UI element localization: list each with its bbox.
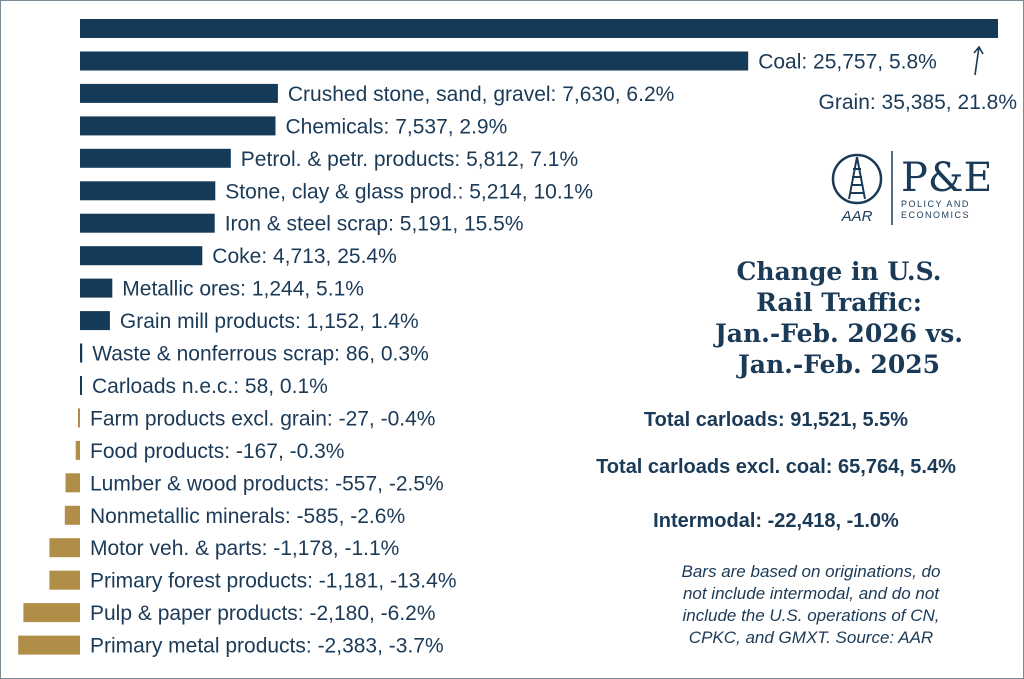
bar-crushed-stone-sand-gravel	[80, 83, 278, 103]
bar-label-farm-products-excl-grain: Farm products excl. grain: -27, -0.4%	[90, 407, 435, 430]
bar-carloads-n-e-c	[80, 376, 82, 395]
bar-label-metallic-ores: Metallic ores: 1,244, 5.1%	[122, 278, 364, 301]
bar-label-food-products: Food products: -167, -0.3%	[90, 440, 344, 463]
bar-primary-forest-products	[49, 570, 80, 590]
chart-title: Change in U.S. Rail Traffic: Jan.-Feb. 2…	[669, 256, 1009, 380]
bar-metallic-ores	[80, 278, 113, 298]
bar-chemicals	[80, 116, 276, 136]
aar-pe-logo: AAR P&E POLICY AND ECONOMICS	[831, 151, 989, 225]
total-carloads-excl-coal: Total carloads excl. coal: 65,764, 5.4%	[596, 456, 956, 478]
bar-grain-mill-products	[80, 311, 110, 331]
bar-food-products	[75, 440, 80, 460]
source-note-line3: include the U.S. operations of CN,	[682, 606, 940, 625]
bar-iron-steel-scrap	[80, 213, 215, 233]
bar-stone-clay-glass-prod	[80, 181, 216, 201]
bar-petrol-petr-products	[80, 148, 231, 168]
bar-label-crushed-stone-sand-gravel: Crushed stone, sand, gravel: 7,630, 6.2%	[288, 83, 674, 106]
chart-title-line4: Jan.-Feb. 2025	[737, 350, 941, 379]
chart-title-line2: Rail Traffic:	[756, 288, 922, 317]
bar-waste-nonferrous-scrap	[80, 343, 83, 363]
bar-label-stone-clay-glass-prod: Stone, clay & glass prod.: 5,214, 10.1%	[225, 180, 593, 203]
chart-title-line1: Change in U.S.	[736, 257, 942, 286]
intermodal-total: Intermodal: -22,418, -1.0%	[653, 510, 899, 532]
pe-logo-line1: POLICY AND	[901, 199, 970, 209]
bar-label-primary-forest-products: Primary forest products: -1,181, -13.4%	[90, 570, 457, 593]
bar-label-pulp-paper-products: Pulp & paper products: -2,180, -6.2%	[90, 602, 436, 625]
bar-label-motor-veh-parts: Motor veh. & parts: -1,178, -1.1%	[90, 537, 399, 560]
bar-label-nonmetallic-minerals: Nonmetallic minerals: -585, -2.6%	[90, 505, 405, 528]
bar-label-coal: Coal: 25,757, 5.8%	[758, 51, 937, 74]
bar-primary-metal-products	[18, 635, 80, 655]
grain-label-arrow	[973, 45, 984, 76]
source-note-line1: Bars are based on originations, do	[681, 562, 941, 581]
bar-label-grain: Grain: 35,385, 21.8%	[819, 91, 1017, 114]
bar-grain	[80, 19, 998, 38]
bar-label-primary-metal-products: Primary metal products: -2,383, -3.7%	[90, 635, 444, 658]
bar-label-lumber-wood-products: Lumber & wood products: -557, -2.5%	[90, 472, 444, 495]
total-carloads: Total carloads: 91,521, 5.5%	[643, 409, 909, 431]
bar-farm-products-excl-grain	[78, 408, 80, 428]
bar-coke	[80, 246, 203, 266]
aar-railroad-icon	[831, 153, 883, 205]
source-note: Bars are based on originations, do not i…	[641, 561, 981, 649]
bar-coal	[80, 51, 749, 71]
pe-logo-line2: ECONOMICS	[901, 210, 970, 220]
bar-nonmetallic-minerals	[64, 505, 80, 525]
pe-logo-text: P&E	[901, 155, 989, 201]
bar-label-chemicals: Chemicals: 7,537, 2.9%	[286, 115, 508, 138]
source-note-line2: not include intermodal, and do not	[682, 584, 940, 603]
aar-logo-text: AAR	[841, 208, 873, 225]
bar-lumber-wood-products	[65, 473, 80, 493]
bar-pulp-paper-products	[23, 603, 80, 623]
bar-label-grain-mill-products: Grain mill products: 1,152, 1.4%	[120, 310, 419, 333]
bar-label-waste-nonferrous-scrap: Waste & nonferrous scrap: 86, 0.3%	[92, 343, 429, 366]
bar-label-petrol-petr-products: Petrol. & petr. products: 5,812, 7.1%	[241, 148, 578, 171]
bar-label-coke: Coke: 4,713, 25.4%	[212, 245, 396, 268]
chart-title-line3: Jan.-Feb. 2026 vs.	[714, 319, 964, 348]
bar-label-iron-steel-scrap: Iron & steel scrap: 5,191, 15.5%	[225, 213, 524, 236]
bar-motor-veh-parts	[49, 538, 80, 558]
source-note-line4: CPKC, and GMXT. Source: AAR	[688, 628, 934, 647]
bar-label-carloads-n-e-c: Carloads n.e.c.: 58, 0.1%	[92, 375, 328, 398]
